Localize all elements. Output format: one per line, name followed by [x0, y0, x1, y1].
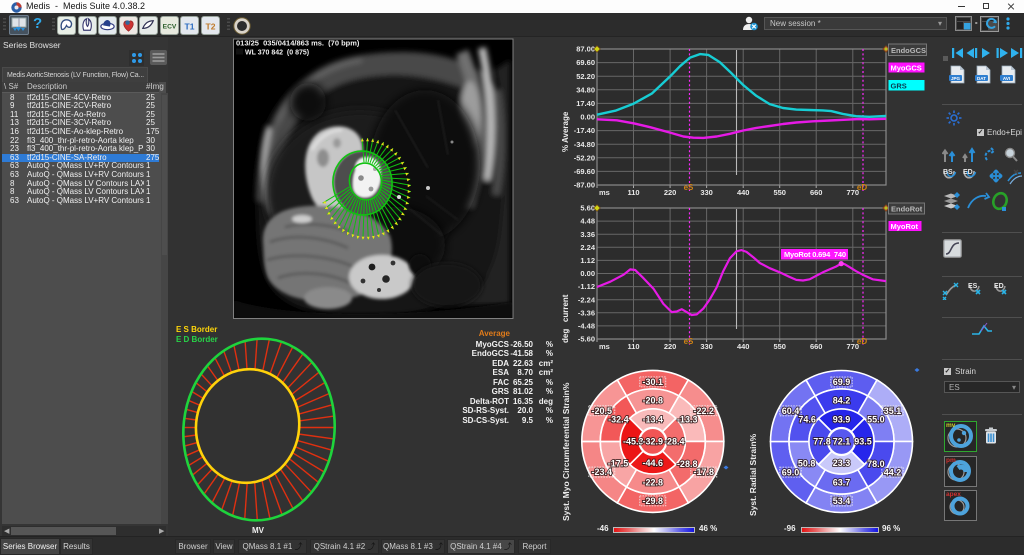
svg-text:330: 330: [700, 342, 713, 351]
svg-text:5.60: 5.60: [580, 204, 595, 213]
svg-text:-13.3: -13.3: [677, 414, 698, 424]
svg-text:87.00: 87.00: [576, 45, 595, 54]
svg-text:550: 550: [773, 342, 786, 351]
svg-text:72.1: 72.1: [833, 437, 851, 447]
svg-text:ECV: ECV: [162, 23, 176, 30]
svg-text:GRS: GRS: [891, 82, 907, 91]
svg-text:-20.8: -20.8: [643, 396, 664, 406]
svg-text:eD: eD: [857, 337, 867, 346]
svg-text:-29.8: -29.8: [643, 496, 664, 506]
svg-text:013/25 035/0414/863 ms. (70: 013/25 035/0414/863 ms. (70 bpm): [236, 39, 360, 48]
svg-text:1.12: 1.12: [580, 256, 595, 265]
svg-text:-17.40: -17.40: [574, 126, 595, 135]
svg-text:-1.12: -1.12: [578, 282, 595, 291]
svg-text:WL 370 842 (0 875): WL 370 842 (0 875): [245, 50, 309, 57]
svg-text:23.3: 23.3: [833, 458, 851, 468]
svg-text:440: 440: [737, 188, 750, 197]
svg-text:52.20: 52.20: [576, 72, 595, 81]
svg-text:-44.6: -44.6: [643, 458, 664, 468]
svg-text:-20.5: -20.5: [592, 406, 613, 416]
svg-text:110: 110: [627, 342, 639, 351]
svg-text:T2: T2: [205, 21, 215, 31]
svg-text:0.00: 0.00: [580, 269, 595, 278]
svg-text:770: 770: [847, 188, 860, 197]
svg-text:ED: ED: [963, 169, 973, 176]
svg-text:ED: ED: [994, 283, 1004, 290]
svg-text:-28.4: -28.4: [664, 437, 685, 447]
svg-text:-30.1: -30.1: [643, 377, 664, 387]
svg-text:-17.8: -17.8: [694, 467, 715, 477]
svg-text:-23.4: -23.4: [592, 467, 613, 477]
svg-text:17.40: 17.40: [576, 99, 595, 108]
svg-text:-87.00: -87.00: [574, 181, 595, 190]
svg-text:EndoGCS: EndoGCS: [891, 46, 926, 55]
svg-text:69.60: 69.60: [576, 58, 595, 67]
svg-text:-28.8: -28.8: [677, 459, 698, 469]
svg-text:-5.60: -5.60: [578, 335, 595, 344]
svg-text:-3.36: -3.36: [578, 308, 595, 317]
svg-text:-22.8: -22.8: [643, 478, 664, 488]
svg-text:-69.60: -69.60: [574, 167, 595, 176]
svg-text:BS: BS: [943, 169, 953, 176]
svg-text:MyoRot 0.694 740: MyoRot 0.694 740: [784, 250, 846, 259]
svg-text:DAT: DAT: [977, 76, 986, 81]
svg-text:93.5: 93.5: [854, 437, 872, 447]
svg-text:69.0: 69.0: [782, 467, 800, 477]
svg-text:T1: T1: [185, 21, 195, 31]
svg-text:93.9: 93.9: [833, 415, 851, 425]
svg-text:EndoRot: EndoRot: [891, 205, 923, 214]
svg-text:eS: eS: [684, 337, 694, 346]
svg-text:4.48: 4.48: [580, 217, 595, 226]
svg-text:ES: ES: [968, 283, 978, 290]
svg-text:34.80: 34.80: [576, 85, 595, 94]
svg-text:-32.9: -32.9: [643, 437, 664, 447]
svg-text:-45.3: -45.3: [623, 437, 644, 447]
svg-text:220: 220: [664, 342, 677, 351]
svg-text:60.4: 60.4: [782, 406, 800, 416]
svg-text:74.6: 74.6: [798, 414, 816, 424]
svg-text:78.0: 78.0: [867, 459, 885, 469]
svg-text:53.4: 53.4: [833, 496, 851, 506]
svg-text:660: 660: [810, 188, 823, 197]
svg-text:-4.48: -4.48: [578, 322, 595, 331]
svg-text:0.00: 0.00: [580, 113, 595, 122]
svg-text:-17.5: -17.5: [608, 458, 629, 468]
svg-text:-32.4: -32.4: [608, 414, 629, 424]
svg-text:77.8: 77.8: [813, 437, 831, 447]
svg-text:eD: eD: [857, 183, 867, 192]
svg-text:MyoRot: MyoRot: [891, 222, 919, 231]
svg-text:50.8: 50.8: [798, 458, 816, 468]
svg-text:44.2: 44.2: [884, 467, 902, 477]
svg-text:35.1: 35.1: [884, 406, 902, 416]
svg-text:84.2: 84.2: [833, 396, 851, 406]
svg-text:220: 220: [664, 188, 677, 197]
svg-text:-13.4: -13.4: [643, 414, 664, 424]
svg-text:2.24: 2.24: [580, 243, 595, 252]
svg-text:69.9: 69.9: [833, 377, 851, 387]
svg-text:440: 440: [737, 342, 750, 351]
svg-text:eS: eS: [684, 183, 694, 192]
svg-text:-52.20: -52.20: [574, 153, 595, 162]
svg-text:MyoGCS: MyoGCS: [891, 64, 922, 73]
svg-text:ms: ms: [599, 188, 610, 197]
svg-text:-34.80: -34.80: [574, 140, 595, 149]
svg-text:3.36: 3.36: [580, 230, 595, 239]
svg-text:55.0: 55.0: [867, 414, 885, 424]
svg-text:330: 330: [700, 188, 713, 197]
svg-text:AVI: AVI: [1003, 76, 1010, 81]
svg-text:550: 550: [773, 188, 786, 197]
svg-text:770: 770: [847, 342, 860, 351]
svg-text:63.7: 63.7: [833, 478, 851, 488]
svg-text:110: 110: [627, 188, 639, 197]
svg-text:-22.2: -22.2: [694, 406, 715, 416]
svg-text:660: 660: [810, 342, 823, 351]
svg-text:ms: ms: [599, 342, 610, 351]
svg-text:JPG: JPG: [951, 76, 961, 81]
svg-text:-2.24: -2.24: [578, 295, 596, 304]
